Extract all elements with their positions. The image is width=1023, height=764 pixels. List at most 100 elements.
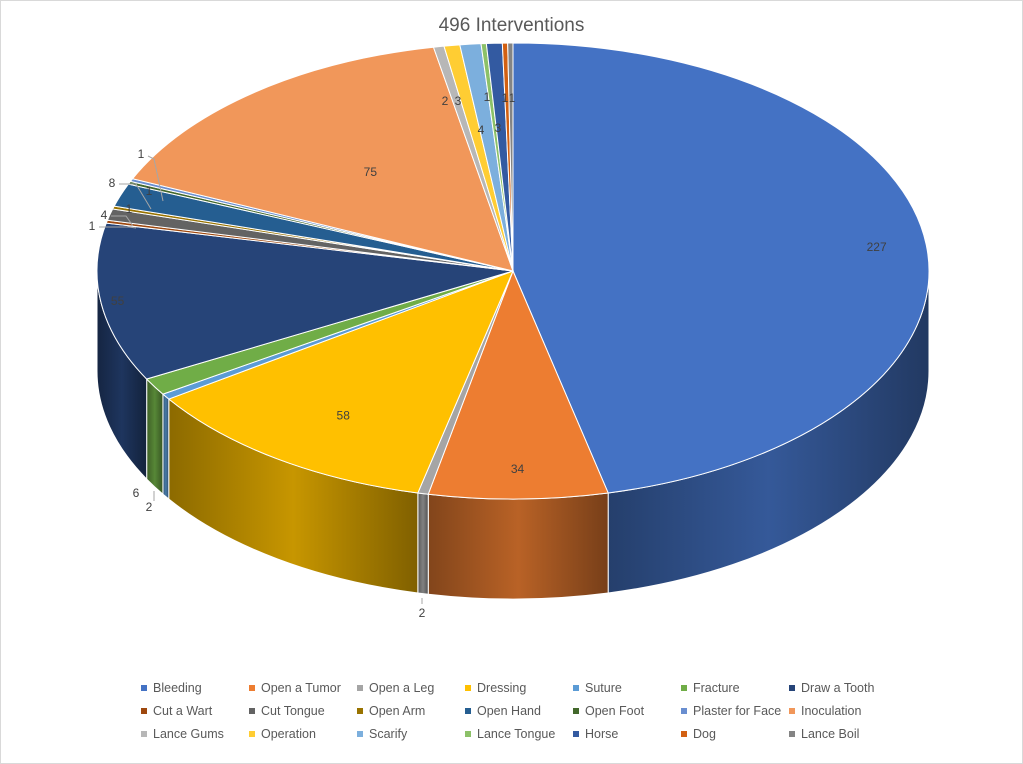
legend-swatch (789, 731, 795, 737)
legend-entry-bleeding: Bleeding (141, 681, 249, 695)
pie-side-suture (162, 393, 170, 501)
legend-label: Open a Leg (369, 681, 435, 695)
data-label-lance-tongue: 1 (484, 90, 491, 104)
legend-label: Bleeding (153, 681, 202, 695)
data-label-open-arm: 1 (126, 202, 133, 216)
legend-swatch (141, 708, 147, 714)
pie-side-group (96, 270, 930, 600)
legend-swatch (681, 731, 687, 737)
data-label-dog: 1 (502, 91, 509, 105)
legend-swatch (465, 708, 471, 714)
legend-swatch (681, 685, 687, 691)
legend-entry-inoculation: Inoculation (789, 704, 897, 718)
legend-entry-draw-a-tooth: Draw a Tooth (789, 681, 897, 695)
legend-swatch (141, 685, 147, 691)
chart-title: 496 Interventions (438, 15, 585, 36)
legend-label: Dog (693, 727, 716, 741)
data-label-plaster-for-face: 1 (138, 147, 145, 161)
data-label-lance-gums: 2 (442, 94, 449, 108)
legend-swatch (249, 685, 255, 691)
data-label-bleeding: 227 (867, 240, 887, 254)
pie-slice-dressing (167, 270, 514, 494)
legend-label: Scarify (369, 727, 408, 741)
legend-entry-horse: Horse (573, 727, 681, 741)
legend-label: Lance Boil (801, 727, 860, 741)
legend-entry-open-foot: Open Foot (573, 704, 681, 718)
legend-entry-lance-gums: Lance Gums (141, 727, 249, 741)
legend-label: Horse (585, 727, 619, 741)
pie-side-open-a-tumor (427, 492, 609, 600)
data-label-suture: 2 (146, 500, 153, 514)
legend-swatch (465, 685, 471, 691)
legend-entry-scarify: Scarify (357, 727, 465, 741)
legend-swatch (573, 731, 579, 737)
data-label-open-a-tumor: 34 (511, 462, 525, 476)
data-label-cut-a-wart: 1 (89, 219, 96, 233)
data-label-draw-a-tooth: 55 (111, 294, 125, 308)
data-label-horse: 3 (495, 121, 502, 135)
legend-swatch (357, 731, 363, 737)
legend-swatch (141, 731, 147, 737)
legend-entry-open-arm: Open Arm (357, 704, 465, 718)
legend-entry-cut-a-wart: Cut a Wart (141, 704, 249, 718)
data-label-open-hand: 8 (109, 176, 116, 190)
leader-line-group (99, 155, 423, 604)
data-label-fracture: 6 (133, 486, 140, 500)
legend-entry-lance-tongue: Lance Tongue (465, 727, 573, 741)
legend-entry-lance-boil: Lance Boil (789, 727, 897, 741)
pie-side-fracture (146, 377, 164, 496)
legend-label: Open a Tumor (261, 681, 341, 695)
legend-label: Fracture (693, 681, 740, 695)
legend-entry-plaster-for-face: Plaster for Face (681, 704, 789, 718)
legend-label: Open Foot (585, 704, 645, 718)
legend-label: Open Hand (477, 704, 541, 718)
legend-swatch (789, 708, 795, 714)
legend-entry-dog: Dog (681, 727, 789, 741)
pie-slice-draw-a-tooth (96, 222, 514, 380)
legend-swatch (249, 731, 255, 737)
legend-label: Inoculation (801, 704, 862, 718)
pie-slice-inoculation (131, 46, 514, 272)
legend-entry-open-hand: Open Hand (465, 704, 573, 718)
leader-line-plaster-for-face (147, 155, 164, 202)
legend-swatch (789, 685, 795, 691)
data-label-lance-boil: 1 (509, 91, 516, 105)
legend-swatch (573, 708, 579, 714)
legend-label: Plaster for Face (693, 704, 782, 718)
legend-entry-cut-tongue: Cut Tongue (249, 704, 357, 718)
legend-entry-operation: Operation (249, 727, 357, 741)
legend-swatch (573, 685, 579, 691)
data-label-operation: 3 (455, 94, 462, 108)
legend-label: Cut Tongue (261, 704, 325, 718)
legend-entry-open-a-tumor: Open a Tumor (249, 681, 357, 695)
data-label-open-foot: 1 (146, 184, 153, 198)
legend-label: Operation (261, 727, 316, 741)
data-label-cut-tongue: 4 (101, 208, 108, 222)
legend: Bleeding Open a Tumor Open a Leg Dressing Su… (141, 681, 901, 741)
data-label-inoculation: 75 (364, 165, 378, 179)
legend-entry-fracture: Fracture (681, 681, 789, 695)
leader-line-open-hand (119, 183, 152, 210)
legend-entry-dressing: Dressing (465, 681, 573, 695)
legend-label: Suture (585, 681, 622, 695)
legend-swatch (357, 685, 363, 691)
leader-line-cut-tongue (111, 215, 134, 227)
legend-swatch (249, 708, 255, 714)
legend-swatch (357, 708, 363, 714)
legend-label: Dressing (477, 681, 527, 695)
pie-slice-bleeding (512, 42, 930, 494)
legend-swatch (681, 708, 687, 714)
data-label-scarify: 4 (478, 123, 485, 137)
legend-entry-open-a-leg: Open a Leg (357, 681, 465, 695)
pie-side-open-a-leg (417, 492, 429, 595)
legend-label: Cut a Wart (153, 704, 213, 718)
legend-label: Open Arm (369, 704, 426, 718)
legend-swatch (465, 731, 471, 737)
data-label-open-a-leg: 2 (419, 606, 426, 620)
pie-top-group (96, 42, 930, 500)
data-label-dressing: 58 (337, 408, 351, 422)
legend-label: Draw a Tooth (801, 681, 875, 695)
